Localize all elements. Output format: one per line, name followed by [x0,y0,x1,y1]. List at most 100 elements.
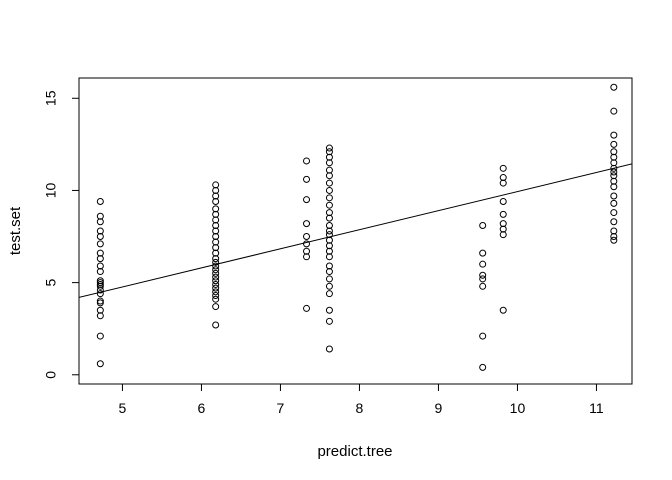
data-point [610,227,618,235]
data-point [96,360,104,368]
data-point [212,321,220,329]
y-tick-label: 15 [43,90,59,106]
data-point [96,212,104,220]
data-point [212,205,220,213]
data-point [325,290,333,298]
data-point [212,273,220,281]
data-point [303,240,311,248]
data-point [325,144,333,152]
data-point [303,220,311,228]
data-point [325,275,333,283]
x-axis-title: predict.tree [317,443,392,460]
data-point [479,260,487,268]
data-point [325,282,333,290]
regression-line-group [79,163,632,298]
data-point [610,83,618,91]
x-tick-label: 9 [435,400,443,416]
y-axis-title: test.set [7,206,24,255]
data-point [212,181,220,189]
data-point [499,174,507,182]
data-point [499,198,507,206]
data-point [499,210,507,218]
data-point [303,196,311,204]
data-point [212,280,220,288]
data-point [96,299,104,307]
data-point [212,266,220,274]
data-point [325,209,333,217]
data-point [96,198,104,206]
data-point [303,233,311,241]
data-point [610,236,618,244]
data-point [610,107,618,115]
data-point [96,277,104,285]
data-point [212,292,220,300]
data-point [610,192,618,200]
data-point [479,271,487,279]
x-tick-label: 6 [198,400,206,416]
data-point [325,262,333,270]
data-point [325,194,333,202]
data-point [212,303,220,311]
data-point [325,186,333,194]
data-point [96,280,104,288]
data-point [610,199,618,207]
data-point [303,157,311,165]
y-tick-label: 0 [43,371,59,379]
data-point [212,288,220,296]
data-point [499,220,507,228]
data-point [96,240,104,248]
data-point [96,249,104,257]
data-point [499,164,507,172]
data-point [212,295,220,303]
data-point [96,306,104,314]
data-point [479,363,487,371]
data-point [96,227,104,235]
data-point [96,290,104,298]
data-point [610,148,618,156]
data-point [610,209,618,217]
data-point [479,221,487,229]
data-point [610,168,618,176]
x-axis: 5 6 7 8 9 10 11 [119,383,604,416]
y-axis: 0 5 10 15 [43,90,80,379]
x-tick-label: 8 [356,400,364,416]
data-point [610,131,618,139]
data-point [325,166,333,174]
data-point [212,262,220,270]
data-point [325,306,333,314]
data-points [96,83,618,371]
x-tick-label: 7 [277,400,285,416]
x-tick-label: 5 [119,400,127,416]
x-tick-label: 11 [589,400,604,416]
data-point [325,317,333,325]
data-point [479,332,487,340]
data-point [610,140,618,148]
y-tick-label: 5 [43,279,59,287]
data-point [610,218,618,226]
data-point [325,148,333,156]
data-point [212,277,220,285]
regression-line [79,163,632,298]
data-point [479,249,487,257]
data-point [96,262,104,270]
data-point [303,175,311,183]
x-tick-label: 10 [510,400,526,416]
y-tick-label: 10 [43,182,59,198]
data-point [325,345,333,353]
data-point [96,297,104,305]
data-point [325,221,333,229]
data-point [212,258,220,266]
data-point [212,284,220,292]
data-point [325,179,333,187]
data-point [303,304,311,312]
data-point [96,332,104,340]
data-point [325,201,333,209]
data-point [303,247,311,255]
data-point [96,279,104,287]
data-point [212,269,220,277]
data-point [610,172,618,180]
data-point [325,231,333,239]
data-point [479,275,487,283]
data-point [499,306,507,314]
